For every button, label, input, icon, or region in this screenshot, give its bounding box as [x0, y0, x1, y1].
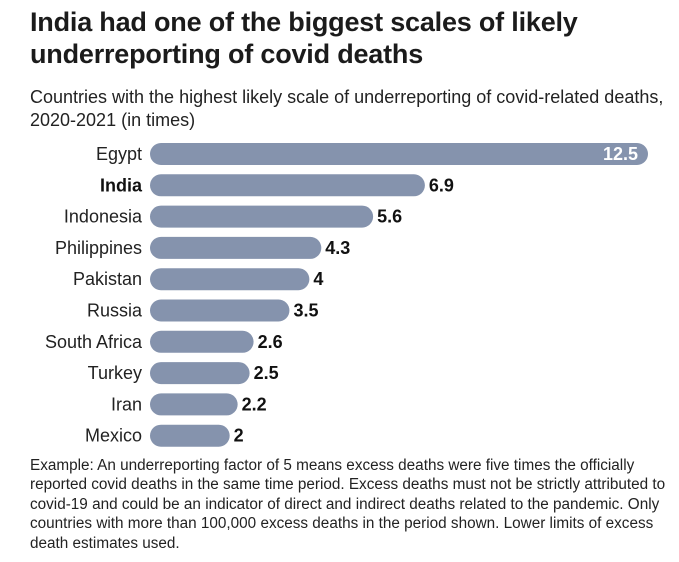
bar-turkey	[150, 362, 250, 385]
value-label-indonesia: 5.6	[377, 207, 402, 227]
bar-south-africa	[150, 330, 254, 353]
bar-india	[150, 174, 425, 197]
value-label-egypt: 12.5	[603, 144, 638, 164]
bar-indonesia	[150, 205, 374, 228]
chart-subtitle: Countries with the highest likely scale …	[30, 87, 664, 130]
bar-mexico	[150, 424, 230, 447]
category-label-egypt: Egypt	[96, 144, 142, 164]
bar-pakistan	[150, 268, 310, 291]
bar-egypt	[150, 143, 648, 165]
category-label-russia: Russia	[87, 301, 143, 321]
chart-footnote: Example: An underreporting factor of 5 m…	[30, 457, 666, 552]
value-label-russia: 3.5	[293, 301, 318, 321]
category-label-india: India	[100, 175, 143, 195]
category-label-indonesia: Indonesia	[64, 207, 143, 227]
value-label-turkey: 2.5	[254, 363, 279, 383]
category-label-turkey: Turkey	[88, 363, 142, 383]
bar-russia	[150, 299, 290, 322]
category-label-south-africa: South Africa	[45, 332, 143, 352]
bar-philippines	[150, 236, 322, 259]
category-label-mexico: Mexico	[85, 426, 142, 446]
value-label-south-africa: 2.6	[258, 332, 283, 352]
category-label-iran: Iran	[111, 394, 142, 414]
value-label-india: 6.9	[429, 175, 454, 195]
value-label-iran: 2.2	[242, 394, 267, 414]
bar-chart: Egypt 12.5 India 6.9 Indonesia 5.6 Philippines…	[45, 143, 648, 447]
value-label-philippines: 4.3	[325, 238, 350, 258]
value-label-pakistan: 4	[313, 269, 323, 289]
value-label-mexico: 2	[234, 426, 244, 446]
category-label-pakistan: Pakistan	[73, 269, 142, 289]
bar-iran	[150, 393, 238, 416]
chart-title: India had one of the biggest scales of l…	[30, 7, 578, 69]
category-label-philippines: Philippines	[55, 238, 142, 258]
